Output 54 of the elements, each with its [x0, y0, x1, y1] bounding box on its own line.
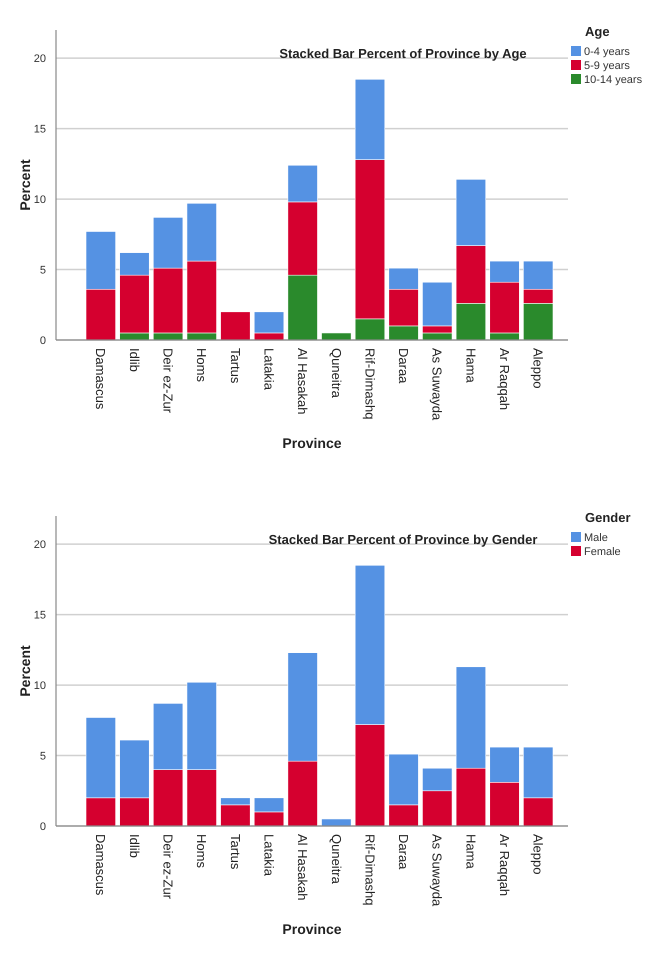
x-tick-label: As Suwayda: [430, 348, 445, 422]
y-tick-label: 15: [34, 609, 46, 622]
y-tick-label: 20: [34, 53, 46, 66]
x-tick-label: Homs: [194, 834, 210, 868]
bar: [220, 312, 250, 340]
y-tick-label: 5: [40, 264, 46, 276]
x-tick-label: Rif-Dimashq: [362, 834, 378, 906]
x-tick-label: Ar Raqqah: [497, 834, 512, 896]
bar: [321, 332, 352, 340]
x-tick-label: As Suwayda: [430, 834, 445, 908]
legend-label: 5-9 years: [584, 60, 630, 72]
y-tick-label: 20: [34, 539, 46, 552]
x-tick-label: Aleppo: [530, 834, 546, 874]
y-tick-label: 15: [34, 123, 46, 136]
y-tick-label: 10: [34, 680, 46, 692]
x-tick-label: Quneitra: [328, 348, 344, 399]
y-tick-label: 0: [40, 334, 46, 347]
x-tick-label: Tartus: [228, 348, 243, 384]
legend-label: Female: [584, 546, 621, 558]
x-tick-label: Daraa: [396, 348, 412, 384]
x-tick-label: Latakia: [261, 348, 276, 391]
legend-title: Gender: [585, 510, 631, 525]
x-tick-label: Rif-Dimashq: [362, 348, 378, 420]
x-tick-label: Ar Raqqah: [497, 348, 512, 410]
x-tick-label: Hama: [463, 348, 478, 384]
x-tick-label: Hama: [463, 834, 478, 870]
y-axis-title: Percent: [17, 644, 33, 697]
x-tick-label: Aleppo: [530, 348, 546, 388]
y-axis-title: Percent: [17, 158, 33, 211]
x-tick-label: Al Hasakah: [295, 834, 310, 900]
text: Stacked Bar Percent of Province by Age: [279, 46, 527, 61]
x-tick-label: Damascus: [93, 348, 108, 410]
x-tick-label: Idlib: [126, 348, 142, 372]
x-tick-label: Deir ez-Zur: [160, 834, 176, 900]
x-tick-label: Quneitra: [328, 834, 344, 885]
x-tick-label: Latakia: [261, 834, 276, 877]
x-axis-title: Province: [282, 435, 342, 451]
legend-label: 10-14 years: [584, 74, 643, 86]
x-tick-label: Idlib: [126, 834, 142, 858]
x-tick-label: Al Hasakah: [295, 348, 310, 414]
x-axis-title: Province: [282, 921, 342, 937]
x-tick-label: Deir ez-Zur: [160, 348, 176, 414]
y-tick-label: 0: [40, 820, 46, 833]
x-tick-label: Daraa: [396, 834, 412, 870]
y-tick-label: 5: [40, 750, 46, 762]
bar: [321, 818, 352, 826]
legend-title: Age: [585, 24, 610, 39]
x-tick-label: Homs: [194, 348, 210, 382]
legend-label: 0-4 years: [584, 46, 630, 58]
y-tick-label: 10: [34, 194, 46, 206]
legend-label: Male: [584, 532, 608, 544]
x-tick-label: Damascus: [93, 834, 108, 896]
text: Stacked Bar Percent of Province by Gender: [268, 532, 538, 547]
x-tick-label: Tartus: [228, 834, 243, 870]
